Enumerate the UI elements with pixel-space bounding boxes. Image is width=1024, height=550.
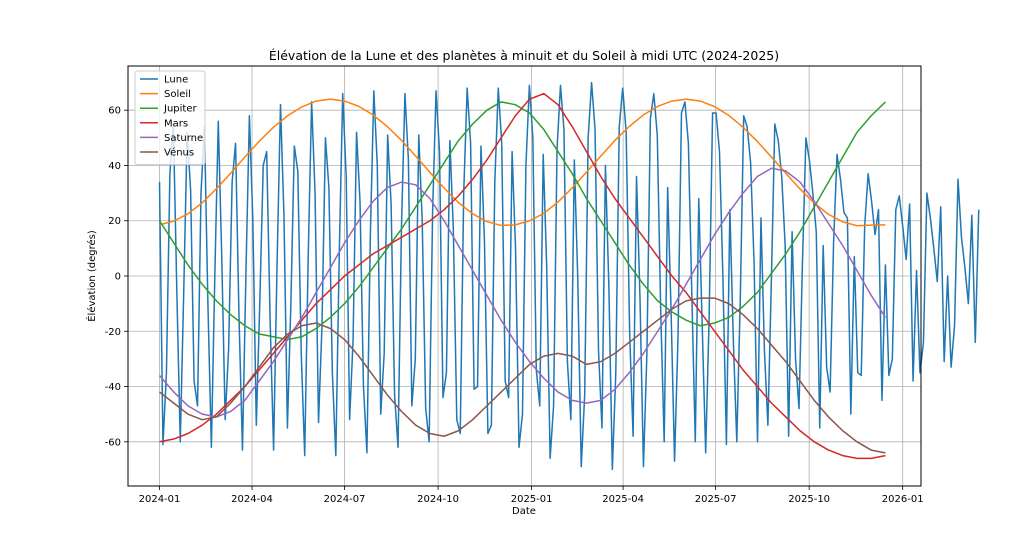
plot-lines xyxy=(158,81,980,471)
x-axis-label: Date xyxy=(512,506,536,517)
legend-label-lune: Lune xyxy=(164,75,188,86)
legend-label-venus: Vénus xyxy=(164,147,194,159)
series-line-saturne xyxy=(158,167,887,418)
legend-label-jupiter: Jupiter xyxy=(163,104,197,115)
x-tick-label: 2026-01 xyxy=(882,494,924,505)
legend-label-mars: Mars xyxy=(164,118,188,129)
y-tick-label: 20 xyxy=(108,216,121,227)
x-tick-label: 2025-01 xyxy=(511,494,553,505)
x-tick-label: 2025-07 xyxy=(695,494,737,505)
x-tick-label: 2025-04 xyxy=(602,494,644,505)
legend-label-saturne: Saturne xyxy=(164,133,203,144)
series-line-venus xyxy=(159,297,886,454)
chart-title: Élévation de la Lune et des planètes à m… xyxy=(269,48,779,63)
y-tick-label: -60 xyxy=(105,437,121,448)
legend-label-soleil: Soleil xyxy=(164,89,191,100)
x-tick-label: 2024-07 xyxy=(324,494,366,505)
x-tick-label: 2024-01 xyxy=(139,494,181,505)
y-axis-label: Élévation (degrés) xyxy=(85,230,98,322)
legend-box xyxy=(134,70,206,166)
x-tick-label: 2025-10 xyxy=(788,494,830,505)
y-tick-label: -20 xyxy=(105,327,121,338)
x-tick-label: 2024-10 xyxy=(417,494,459,505)
series-line-mars xyxy=(159,92,886,460)
y-tick-label: 60 xyxy=(108,106,121,117)
series-line-lune xyxy=(158,81,980,471)
legend: Lune Soleil Jupiter Mars Saturne Vénus xyxy=(134,70,206,166)
ticks: 2024-01 2024-04 2024-07 2024-10 2025-01 2025-… xyxy=(105,106,924,505)
y-tick-label: 0 xyxy=(115,272,121,283)
series-line-soleil xyxy=(159,98,886,227)
series-line-jupiter xyxy=(158,101,886,341)
y-tick-label: -40 xyxy=(105,382,121,393)
y-tick-label: 40 xyxy=(108,161,121,172)
x-tick-label: 2024-04 xyxy=(231,494,273,505)
